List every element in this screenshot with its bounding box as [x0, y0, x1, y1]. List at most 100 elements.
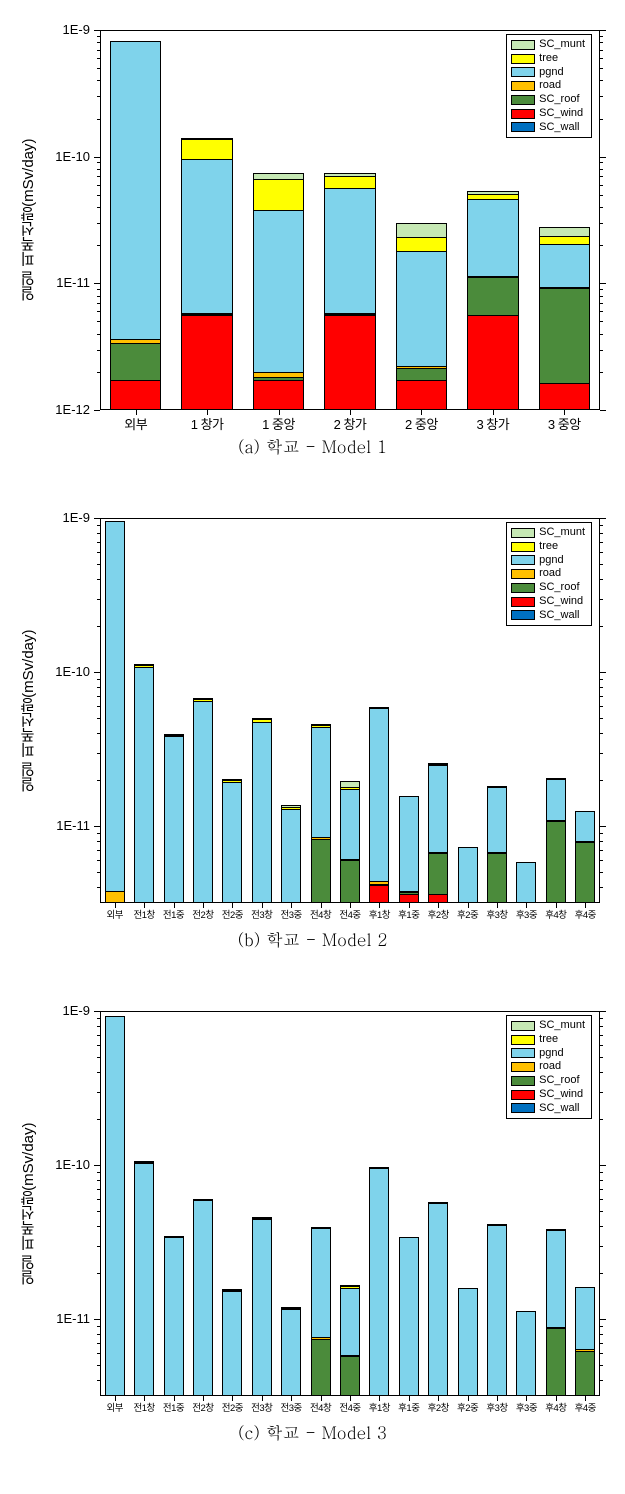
legend-item: SC_wind [511, 1088, 585, 1102]
y-minor-tick [600, 1334, 603, 1335]
bar-segment-pgnd [252, 723, 272, 903]
bar-segment-SC_munt [428, 763, 448, 765]
x-tick-label: 전2창 [188, 907, 217, 921]
x-tick-label: 후2창 [424, 1400, 453, 1414]
x-tick [174, 903, 175, 908]
y-minor-tick [600, 687, 603, 688]
x-tick [585, 1396, 586, 1401]
bar-segment-SC_munt [134, 664, 154, 666]
panel-caption: (b) 학교 - Model 2 [10, 927, 615, 951]
y-minor-tick [600, 1380, 603, 1381]
y-minor-tick [600, 1326, 603, 1327]
x-tick-label: 후4중 [571, 1400, 600, 1414]
y-minor-tick [600, 841, 603, 842]
y-minor-tick [600, 119, 603, 120]
x-tick-label: 후2중 [453, 907, 482, 921]
bar-segment-pgnd [369, 708, 389, 882]
x-tick [115, 903, 116, 908]
y-tick [94, 672, 100, 673]
y-minor-tick [97, 1326, 100, 1327]
legend-item: tree [511, 540, 585, 554]
bar-segment-pgnd [324, 189, 375, 314]
bar-segment-SC_roof [311, 1340, 331, 1396]
x-tick [321, 903, 322, 908]
y-minor-tick [97, 1072, 100, 1073]
y-minor-tick [97, 185, 100, 186]
y-minor-tick [97, 1343, 100, 1344]
bar-segment-road [396, 367, 447, 370]
y-minor-tick [97, 1226, 100, 1227]
x-tick [232, 903, 233, 908]
y-tick [600, 672, 606, 673]
y-minor-tick [97, 718, 100, 719]
bar-segment-SC_munt [253, 173, 304, 181]
bar-segment-tree [324, 177, 375, 189]
y-minor-tick [600, 679, 603, 680]
x-tick [136, 410, 137, 415]
y-minor-tick [600, 68, 603, 69]
bar-segment-SC_roof [546, 822, 566, 903]
x-tick [174, 1396, 175, 1401]
bar-segment-SC_roof [487, 854, 507, 903]
bar-segment-pgnd [134, 668, 154, 903]
bar-segment-road [110, 340, 161, 345]
y-minor-tick [600, 718, 603, 719]
y-tick [94, 1165, 100, 1166]
legend-item: SC_munt [511, 526, 585, 540]
y-minor-tick [97, 696, 100, 697]
bar-segment-pgnd [222, 783, 242, 903]
y-minor-tick [600, 169, 603, 170]
x-tick [350, 1396, 351, 1401]
legend-item: road [511, 567, 585, 581]
bar-segment-SC_munt [193, 698, 213, 700]
bar-segment-tree [396, 238, 447, 252]
x-tick-label: 전1창 [129, 1400, 158, 1414]
y-minor-tick [97, 50, 100, 51]
legend-item: SC_wall [511, 1102, 585, 1116]
bar-segment-tree [253, 180, 304, 211]
y-minor-tick [600, 780, 603, 781]
y-minor-tick [600, 1035, 603, 1036]
bar-segment-road [311, 838, 331, 840]
y-minor-tick [97, 1353, 100, 1354]
bar-segment-SC_munt [193, 1199, 213, 1201]
y-tick [94, 30, 100, 31]
y-minor-tick [97, 1092, 100, 1093]
legend-label: tree [539, 540, 558, 554]
y-tick-label: 1E-9 [10, 510, 90, 525]
bar-segment-SC_roof [324, 315, 375, 316]
bar-segment-pgnd [458, 847, 478, 903]
bar-segment-SC_munt [281, 1307, 301, 1309]
bar-segment-SC_roof [546, 1329, 566, 1396]
legend-label: SC_munt [539, 1019, 585, 1033]
y-tick-label: 1E-12 [10, 402, 90, 417]
bar-segment-pgnd [311, 1229, 331, 1338]
x-tick-label: 전4창 [306, 907, 335, 921]
panel-caption: (c) 학교 - Model 3 [10, 1420, 615, 1444]
bar-segment-pgnd [575, 811, 595, 842]
y-tick [94, 826, 100, 827]
y-tick [94, 1319, 100, 1320]
y-minor-tick [600, 1211, 603, 1212]
x-tick-label: 전2중 [218, 907, 247, 921]
bar-segment-SC_roof [369, 885, 389, 887]
bar-segment-road [340, 860, 360, 861]
y-minor-tick [600, 372, 603, 373]
x-tick [115, 1396, 116, 1401]
y-minor-tick [600, 245, 603, 246]
bar-segment-pgnd [105, 1016, 125, 1396]
x-tick-label: 외부 [100, 907, 129, 921]
bar-segment-tree [134, 666, 154, 668]
bar-segment-SC_wind [467, 316, 518, 410]
legend-item: SC_roof [511, 581, 585, 595]
y-minor-tick [97, 195, 100, 196]
x-tick [409, 1396, 410, 1401]
legend-label: tree [539, 52, 558, 66]
bar-segment-SC_munt [134, 1161, 154, 1163]
y-minor-tick [97, 860, 100, 861]
y-minor-tick [600, 564, 603, 565]
legend-swatch [511, 1035, 535, 1045]
x-tick-label: 후3중 [512, 1400, 541, 1414]
bar-segment-SC_munt [546, 778, 566, 780]
x-tick [497, 903, 498, 908]
